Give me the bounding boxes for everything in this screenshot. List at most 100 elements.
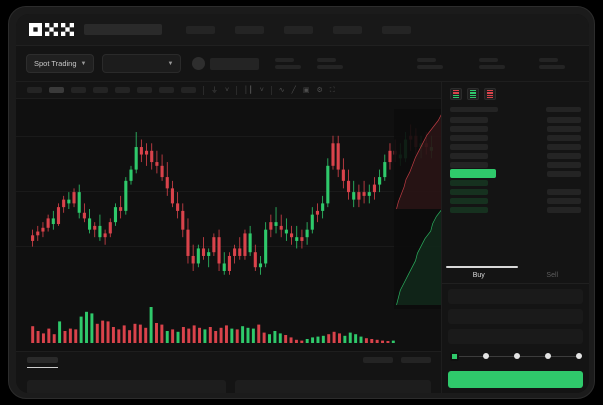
nav-item-2[interactable]: [284, 25, 313, 34]
orderbook-asks-icon[interactable]: [484, 88, 496, 100]
okx-logo-x-icon: [61, 23, 74, 36]
ask-size: [547, 152, 581, 159]
chevron-down-icon[interactable]: ˅: [225, 86, 230, 94]
market-stat-2: [417, 58, 444, 69]
ask-price: [450, 152, 488, 159]
ask-size: [547, 143, 581, 150]
pair-selector[interactable]: ▼: [102, 54, 182, 73]
slider-stop-25[interactable]: [483, 353, 489, 359]
ask-price: [450, 116, 488, 123]
order-book-ask-row[interactable]: [450, 160, 581, 169]
candlestick-series: [31, 124, 433, 275]
chevron-down-icon: ▼: [167, 60, 174, 67]
orders-card-0[interactable]: [27, 380, 227, 393]
nav-item-0[interactable]: [186, 25, 215, 34]
coin-avatar-icon: [192, 57, 206, 70]
ob-col-header-1: [546, 107, 581, 112]
volume-series: [31, 307, 395, 343]
timeframe-2[interactable]: [71, 87, 86, 93]
chart-gridline: [16, 191, 441, 192]
spread-price-badge: [450, 169, 496, 178]
slider-handle[interactable]: [450, 352, 459, 361]
orders-card-1[interactable]: [235, 380, 431, 393]
nav-item-list: [186, 25, 411, 34]
ask-size: [547, 125, 581, 132]
chevron-down-icon[interactable]: ˅: [259, 86, 264, 94]
order-amount-input[interactable]: [448, 309, 583, 324]
orders-panel-tabs: [16, 352, 441, 375]
tab-sell[interactable]: Sell: [546, 272, 559, 279]
slider-stop-50[interactable]: [514, 353, 520, 359]
orders-panel-actions: [363, 357, 431, 363]
tab-order-history[interactable]: [68, 357, 99, 375]
panel-action-1[interactable]: [401, 357, 431, 363]
timeframe-4[interactable]: [115, 87, 130, 93]
market-stat-0: [275, 58, 302, 69]
price-chart-panel[interactable]: [16, 99, 444, 351]
timeframe-0[interactable]: [27, 87, 42, 93]
panel-scrollbar[interactable]: [446, 266, 518, 268]
chart-gridline: [16, 246, 441, 247]
order-price-input[interactable]: [448, 289, 583, 304]
settings-gear-icon[interactable]: ⚙: [316, 86, 323, 94]
line-chart-icon[interactable]: ∿: [278, 86, 285, 94]
slider-stop-75[interactable]: [545, 353, 551, 359]
market-stat-4-label: [539, 58, 559, 62]
device-frame: Spot Trading ▼ ▼: [8, 6, 595, 399]
panel-action-0[interactable]: [363, 357, 393, 363]
ask-size: [547, 161, 581, 168]
bid-price: [450, 206, 488, 213]
order-book-ask-row[interactable]: [450, 115, 581, 124]
market-stat-2-label: [417, 58, 437, 62]
orderbook-both-icon[interactable]: [450, 88, 462, 100]
global-search-input[interactable]: [84, 24, 162, 35]
order-book-spread-row[interactable]: [450, 169, 581, 178]
bid-size: [547, 206, 581, 213]
order-book-bid-row[interactable]: [450, 178, 581, 187]
camera-icon[interactable]: ▣: [302, 86, 310, 94]
order-book-bid-row[interactable]: [450, 205, 581, 214]
ask-price: [450, 125, 488, 132]
chart-type-icon[interactable]: │┃: [244, 86, 253, 94]
order-book-bid-row[interactable]: [450, 196, 581, 205]
nav-item-1[interactable]: [235, 25, 264, 34]
order-book-ask-row[interactable]: [450, 133, 581, 142]
order-book-ask-row[interactable]: [450, 151, 581, 160]
buy-sell-tabs: Buy Sell: [442, 268, 589, 284]
nav-item-3[interactable]: [333, 25, 362, 34]
tab-open-orders[interactable]: [27, 357, 58, 368]
timeframe-5[interactable]: [137, 87, 152, 93]
nav-item-4[interactable]: [382, 25, 411, 34]
market-stat-3-label: [479, 58, 499, 62]
tab-buy[interactable]: Buy: [472, 272, 485, 279]
drawing-pencil-icon[interactable]: ╱: [291, 86, 296, 94]
okx-logo-icon[interactable]: [29, 23, 74, 36]
order-book-ask-row[interactable]: [450, 142, 581, 151]
tab-active-underline: [27, 367, 58, 368]
chart-gridline: [16, 136, 441, 137]
toolbar-divider: [270, 85, 272, 95]
bid-price: [450, 188, 488, 195]
timeframe-6[interactable]: [159, 87, 174, 93]
pair-name-label: [210, 57, 260, 70]
order-book-ask-row[interactable]: [450, 124, 581, 133]
fullscreen-icon[interactable]: ⛶: [329, 86, 335, 94]
orderbook-bids-icon[interactable]: [467, 88, 479, 100]
indicators-icon[interactable]: ⏚: [211, 86, 218, 94]
order-book-bid-row[interactable]: [450, 187, 581, 196]
slider-stop-100[interactable]: [576, 353, 582, 359]
bid-size: [547, 197, 581, 204]
timeframe-1[interactable]: [49, 87, 64, 93]
chart-toolbar: ⏚ ˅ │┃ ˅ ∿ ╱ ▣ ⚙ ⛶: [16, 82, 441, 99]
trading-mode-selector[interactable]: Spot Trading ▼: [26, 54, 95, 73]
okx-logo-k-icon: [45, 23, 58, 36]
timeframe-7[interactable]: [181, 87, 196, 93]
toolbar-divider: [236, 85, 238, 95]
place-buy-order-button[interactable]: [448, 371, 583, 388]
timeframe-3[interactable]: [93, 87, 108, 93]
amount-percentage-slider[interactable]: [450, 352, 582, 361]
order-book-rows: [442, 115, 589, 214]
market-stat-0-label: [275, 58, 295, 62]
order-total-input[interactable]: [448, 329, 583, 344]
market-stat-1-value: [317, 65, 344, 69]
